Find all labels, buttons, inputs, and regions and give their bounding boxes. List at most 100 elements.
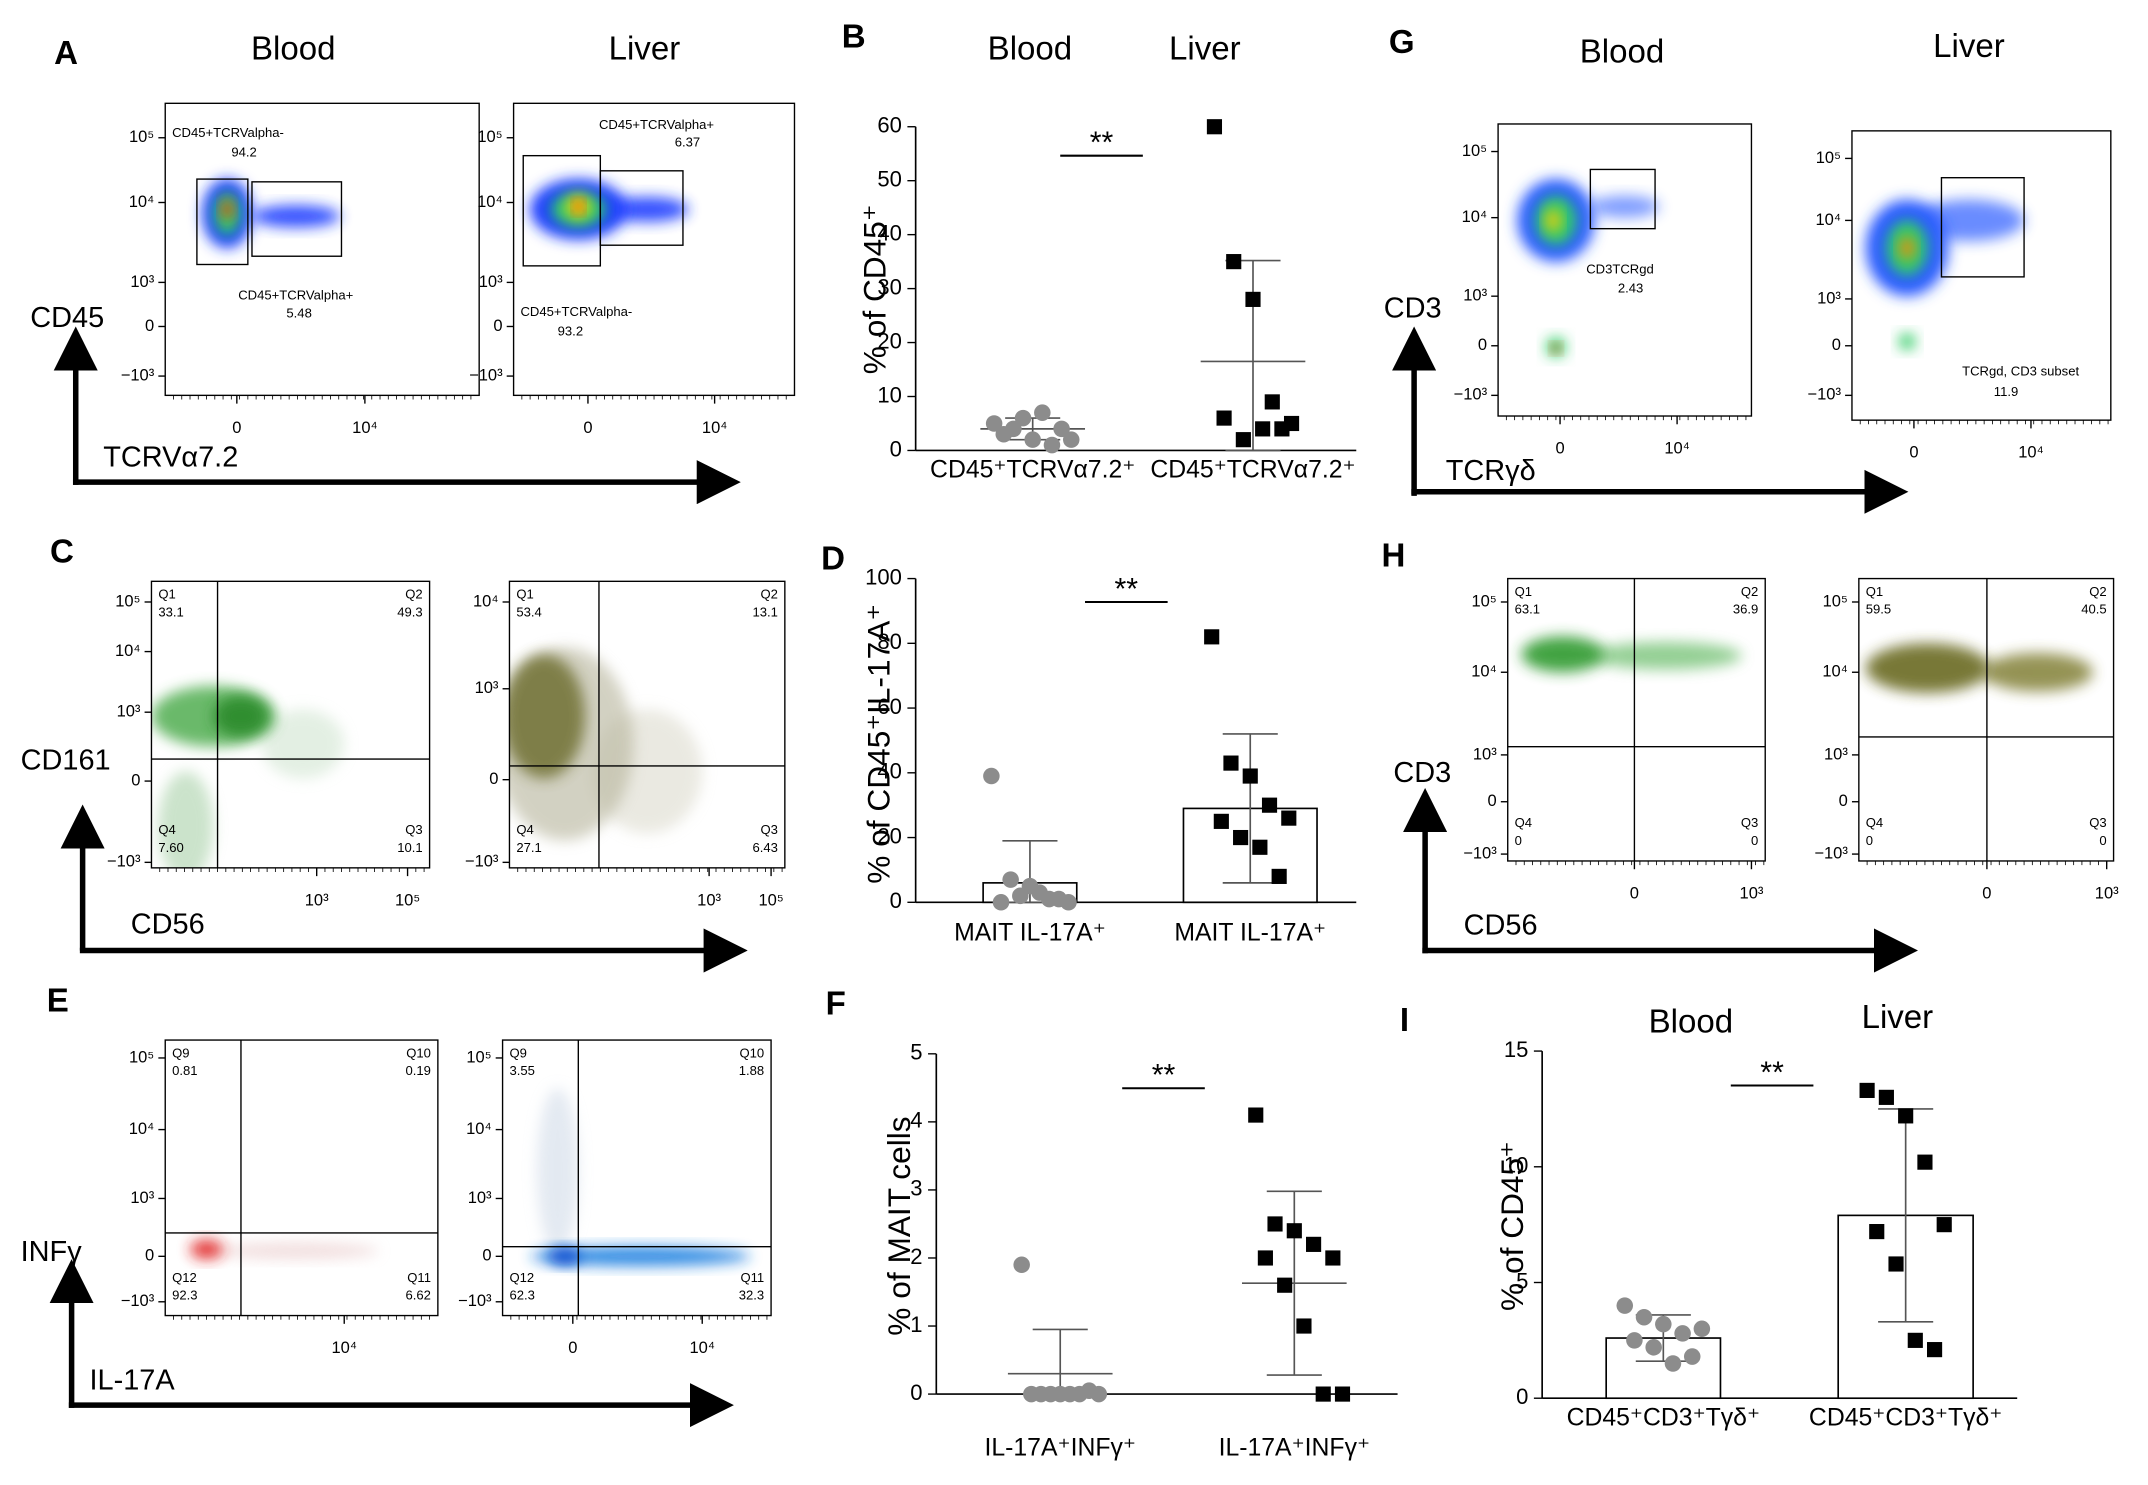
gate	[1589, 168, 1656, 230]
significance: **	[1115, 573, 1139, 606]
y-axis-label: % of CD45⁺IL-17A⁺	[861, 604, 897, 884]
quadrant-value: 7.60	[158, 840, 183, 855]
y-tick-label: 2	[910, 1244, 922, 1269]
x-tick-label: 10⁵	[758, 890, 783, 909]
quadrant-name: Q4	[158, 822, 175, 837]
panel-letter: D	[821, 540, 845, 577]
y-tick-label: 0	[1516, 1384, 1528, 1409]
plot-frame	[1497, 123, 1753, 417]
y-tick-label: 10⁴	[1822, 662, 1847, 681]
panel-letter: E	[47, 983, 69, 1020]
y-tick-label: 5	[910, 1040, 922, 1065]
quadrant-value: 33.1	[158, 604, 183, 619]
x-tick-label: CD45⁺TCRVα7.2⁺	[1150, 457, 1355, 484]
density	[1517, 179, 1660, 357]
x-tick-label: 10⁴	[689, 1338, 714, 1357]
data-point	[1023, 1385, 1040, 1403]
quadrant-value: 59.5	[1866, 602, 1891, 617]
x-tick-label: 0	[1982, 883, 1991, 902]
y-tick-label: 10⁵	[477, 127, 502, 146]
data-point	[1264, 394, 1280, 410]
density-blob	[1546, 209, 1561, 232]
data-point	[995, 426, 1013, 443]
density-blob	[1590, 641, 1742, 670]
data-point	[1334, 1386, 1351, 1402]
quadrant-value: 0	[1866, 833, 1873, 848]
y-tick-label: 0	[1478, 335, 1487, 354]
data-point	[1226, 254, 1242, 270]
data-point	[1281, 810, 1297, 826]
quadrant-name: Q1	[1515, 584, 1532, 599]
y-tick-label: 60	[877, 113, 901, 138]
gate	[599, 170, 684, 246]
y-tick-label: 10⁵	[1816, 148, 1841, 167]
y-axis-label: % of CD45⁺	[856, 204, 892, 374]
y-tick-label: 80	[877, 629, 901, 654]
plot-frame	[501, 1039, 772, 1317]
quadrant-value: 0.19	[406, 1063, 431, 1078]
density-blob	[1900, 236, 1914, 259]
data-point	[1034, 404, 1051, 421]
quadrant-name: Q2	[2089, 584, 2106, 599]
y-tick-label: 0	[489, 769, 498, 788]
y-tick-label: 0	[145, 1246, 154, 1265]
density-blob	[190, 1239, 224, 1260]
density-blob	[1865, 643, 1990, 693]
data-point	[1616, 1297, 1634, 1314]
data-point	[1655, 1315, 1672, 1333]
y-tick-label: 10⁴	[473, 591, 498, 610]
data-point	[1315, 1386, 1331, 1402]
data-point	[1664, 1355, 1682, 1372]
data-point	[983, 767, 1000, 785]
data-point	[1252, 839, 1268, 855]
data-point	[1271, 868, 1287, 884]
data-point	[1917, 1154, 1933, 1170]
x-tick-label: IL-17A⁺INFγ⁺	[1219, 1435, 1370, 1462]
y-tick-label: 10³	[1824, 744, 1848, 763]
quadrant-value: 0	[1515, 833, 1522, 848]
quadrant-name: Q11	[407, 1270, 431, 1285]
column-header: Blood	[1649, 1003, 1734, 1040]
quadrant-value: 10.1	[397, 840, 422, 855]
axis-label: TCRγδ	[1446, 455, 1536, 487]
quadrant-value: 6.62	[406, 1288, 431, 1303]
data-point	[1216, 410, 1232, 426]
panel-letter: I	[1400, 1002, 1409, 1039]
y-tick-label: −10³	[121, 1291, 155, 1310]
density-blob	[221, 199, 233, 220]
plot-frame	[1507, 577, 1766, 862]
y-tick-label: 5	[1516, 1268, 1528, 1293]
y-tick-label: −10³	[107, 852, 141, 871]
column-header: Liver	[1862, 999, 1934, 1036]
y-tick-label: 10	[877, 382, 901, 407]
data-point	[1261, 797, 1278, 813]
y-tick-label: −10³	[1807, 385, 1841, 404]
y-tick-label: 10³	[475, 678, 499, 697]
data-point	[1031, 884, 1048, 901]
x-tick-label: CD45⁺CD3⁺Tγδ⁺	[1809, 1404, 2002, 1431]
data-point	[1693, 1320, 1711, 1338]
plot-frame	[512, 102, 796, 397]
y-tick-label: 10³	[479, 272, 503, 291]
data-point	[1024, 431, 1041, 448]
quadrant-value: 32.3	[739, 1288, 764, 1303]
x-tick-label: MAIT IL-17A⁺	[1174, 920, 1326, 947]
gate-value: 6.37	[675, 135, 700, 150]
y-tick-label: 0	[482, 1246, 491, 1265]
data-point	[1002, 871, 1019, 888]
y-axis-label: % of MAIT cells	[881, 1116, 917, 1335]
y-tick-label: −10³	[469, 365, 503, 384]
y-tick-label: 60	[877, 694, 901, 719]
y-tick-label: 10⁵	[466, 1047, 491, 1066]
gate-value: 2.43	[1618, 281, 1643, 296]
quadrant-name: Q1	[516, 587, 533, 602]
y-tick-label: 1	[910, 1312, 922, 1337]
y-tick-label: 10⁵	[1823, 591, 1848, 610]
y-tick-label: 10³	[1473, 744, 1497, 763]
density-blob	[1982, 652, 2093, 692]
y-tick-label: 10⁴	[129, 1119, 154, 1138]
gate-value: 93.2	[558, 323, 583, 338]
data-point	[1626, 1332, 1643, 1349]
gate-name: CD45+TCRValpha-	[520, 304, 632, 319]
column-header: Blood	[1580, 33, 1665, 70]
